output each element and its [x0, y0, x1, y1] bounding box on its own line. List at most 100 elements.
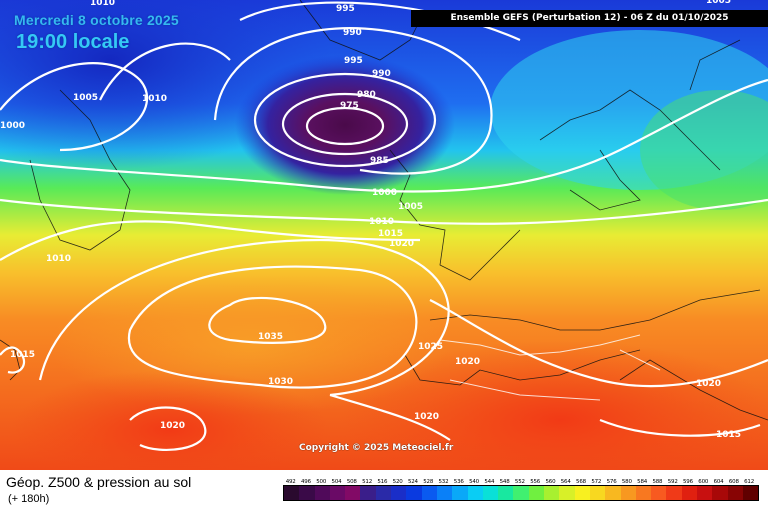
copyright-text: Copyright © 2025 Meteociel.fr	[299, 443, 454, 453]
isobar-label: 1030	[268, 377, 293, 387]
isobar-label: 1025	[418, 342, 443, 352]
legend-color-cell	[345, 486, 361, 500]
legend-color-cell	[299, 486, 315, 500]
color-scale-legend: 492 496 500 504 508 512 516 520 524 528 532 536 540 5…	[283, 479, 759, 501]
legend-tick-label: 612	[744, 479, 755, 485]
legend-color-cell	[375, 486, 392, 500]
legend-color-cell	[391, 486, 407, 500]
isobar-label: 990	[372, 69, 391, 79]
legend-color-cell	[651, 486, 667, 500]
legend-color-cell	[635, 486, 652, 500]
legend-color-cell	[605, 486, 621, 500]
legend-tick-label: 588	[652, 479, 663, 485]
isobar-label: 1015	[10, 350, 35, 360]
legend-tick-label: 572	[591, 479, 602, 485]
legend-color-cell	[697, 486, 713, 500]
map-parameter-title: Géop. Z500 & pression au sol	[6, 474, 192, 490]
isobar-label: 1015	[716, 430, 741, 440]
legend-color-cell	[329, 486, 346, 500]
isobar-label: 975	[340, 101, 359, 111]
isobar-label: 995	[344, 56, 363, 66]
legend-tick-label: 540	[469, 479, 479, 485]
legend-color-cell	[620, 486, 636, 500]
legend-tick-label: 596	[683, 479, 693, 485]
isobar-label: 1020	[414, 412, 439, 422]
isobar-label: 1015	[378, 229, 403, 239]
isobar-label: 1035	[258, 332, 283, 342]
legend-color-cell	[467, 486, 483, 500]
forecast-lead-time: (+ 180h)	[8, 493, 50, 505]
coastlines	[0, 0, 768, 421]
isobar-label: 1020	[389, 239, 414, 249]
legend-tick-label: 556	[530, 479, 541, 485]
legend-tick-label: 504	[331, 479, 342, 485]
isobar-label: 1010	[142, 94, 167, 104]
isobar-label: 985	[370, 156, 389, 166]
legend-tick-label: 548	[499, 479, 510, 485]
isobar-label: 1020	[455, 357, 480, 367]
legend-tick-label: 536	[453, 479, 464, 485]
legend-color-bar	[283, 485, 759, 501]
legend-tick-label: 532	[438, 479, 449, 485]
legend-tick-label: 584	[637, 479, 648, 485]
isobar-label: 1000	[0, 121, 25, 131]
legend-tick-label: 500	[316, 479, 327, 485]
isobar-label: 1005	[706, 0, 731, 6]
legend-tick-label: 576	[606, 479, 617, 485]
legend-color-cell	[452, 486, 468, 500]
forecast-local-time: 19:00 locale	[16, 31, 130, 53]
isobars	[0, 1, 768, 451]
isobar-label: 1000	[372, 188, 397, 198]
legend-color-cell	[314, 486, 330, 500]
legend-tick-label: 524	[407, 479, 418, 485]
legend-color-cell	[498, 486, 514, 500]
legend-color-cell	[528, 486, 545, 500]
isobar-label: 990	[343, 28, 362, 38]
legend-color-cell	[406, 486, 422, 500]
forecast-date: Mercredi 8 octobre 2025	[14, 12, 179, 28]
legend-tick-label: 564	[560, 479, 571, 485]
isobar-label: 1020	[696, 379, 721, 389]
legend-color-cell	[421, 486, 437, 500]
legend-color-cell	[544, 486, 560, 500]
legend-color-cell	[360, 486, 376, 500]
isobar-label: 1005	[73, 93, 98, 103]
legend-tick-label: 516	[377, 479, 388, 485]
legend-tick-label: 552	[514, 479, 525, 485]
legend-color-cell	[589, 486, 606, 500]
isobar-label: 1010	[369, 217, 394, 227]
legend-tick-label: 604	[713, 479, 724, 485]
legend-tick-label: 492	[285, 479, 296, 485]
legend-tick-label: 592	[667, 479, 678, 485]
model-run-banner: Ensemble GEFS (Perturbation 12) - 06 Z d…	[411, 10, 768, 27]
legend-color-cell	[742, 486, 759, 500]
legend-tick-label: 496	[300, 479, 311, 485]
legend-tick-label: 568	[576, 479, 586, 485]
legend-color-cell	[436, 486, 453, 500]
legend-tick-label: 600	[698, 479, 709, 485]
legend-color-cell	[681, 486, 698, 500]
legend-tick-label: 528	[423, 479, 434, 485]
isobar-label: 1005	[398, 202, 423, 212]
isobar-label: 995	[336, 4, 355, 14]
isobar-label: 1010	[46, 254, 71, 264]
isobar-labels: 1010 995 990 1005 1010 1000 995 990 980 …	[0, 0, 741, 440]
isobar-label: 980	[357, 90, 376, 100]
legend-color-cell	[559, 486, 575, 500]
isobar-label: 1020	[160, 421, 185, 431]
legend-tick-label: 608	[728, 479, 739, 485]
legend-color-cell	[712, 486, 728, 500]
legend-tick-label: 508	[346, 479, 357, 485]
legend-tick-label: 544	[484, 479, 495, 485]
legend-tick-label: 520	[392, 479, 403, 485]
legend-ticks: 492 496 500 504 508 512 516 520 524 528 532 536 540 5…	[283, 479, 759, 485]
legend-color-cell	[727, 486, 743, 500]
isobar-label: 1010	[90, 0, 115, 8]
legend-tick-label: 580	[621, 479, 632, 485]
legend-tick-label: 560	[545, 479, 556, 485]
legend-color-cell	[574, 486, 590, 500]
footer-bar: Géop. Z500 & pression au sol (+ 180h) 49…	[0, 470, 768, 512]
legend-color-cell	[666, 486, 682, 500]
legend-color-cell	[482, 486, 499, 500]
legend-color-cell	[513, 486, 529, 500]
